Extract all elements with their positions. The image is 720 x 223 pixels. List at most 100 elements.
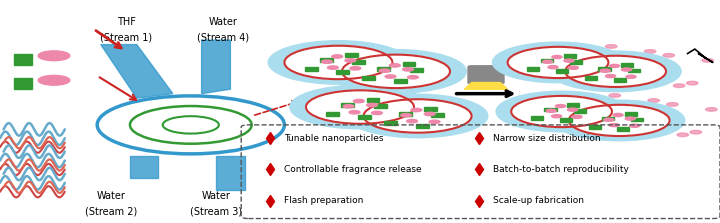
FancyBboxPatch shape bbox=[598, 68, 611, 71]
Circle shape bbox=[284, 46, 392, 79]
Polygon shape bbox=[202, 40, 230, 94]
FancyBboxPatch shape bbox=[402, 62, 415, 66]
FancyBboxPatch shape bbox=[345, 54, 358, 58]
Circle shape bbox=[332, 55, 343, 58]
Circle shape bbox=[565, 56, 666, 87]
Circle shape bbox=[38, 75, 70, 85]
Circle shape bbox=[609, 64, 619, 68]
Circle shape bbox=[616, 75, 627, 78]
Text: Water: Water bbox=[202, 191, 230, 201]
Circle shape bbox=[706, 108, 717, 111]
Circle shape bbox=[379, 69, 390, 72]
Circle shape bbox=[629, 124, 639, 127]
Text: (Stream 1): (Stream 1) bbox=[100, 33, 152, 43]
FancyBboxPatch shape bbox=[617, 127, 629, 131]
Circle shape bbox=[364, 99, 472, 133]
Circle shape bbox=[350, 67, 361, 70]
Circle shape bbox=[663, 54, 675, 57]
Circle shape bbox=[686, 81, 698, 85]
FancyBboxPatch shape bbox=[544, 108, 557, 111]
FancyBboxPatch shape bbox=[621, 63, 634, 67]
Text: THF: THF bbox=[117, 17, 135, 27]
FancyBboxPatch shape bbox=[567, 103, 580, 107]
Circle shape bbox=[408, 76, 418, 79]
FancyBboxPatch shape bbox=[358, 115, 371, 119]
FancyBboxPatch shape bbox=[588, 125, 600, 129]
Circle shape bbox=[600, 69, 611, 72]
Circle shape bbox=[606, 74, 616, 78]
Polygon shape bbox=[101, 45, 173, 98]
FancyBboxPatch shape bbox=[320, 58, 333, 62]
Circle shape bbox=[366, 103, 377, 107]
Circle shape bbox=[568, 66, 578, 69]
Circle shape bbox=[326, 50, 467, 93]
Text: Scale-up fabrication: Scale-up fabrication bbox=[493, 196, 584, 205]
FancyBboxPatch shape bbox=[424, 107, 437, 111]
Circle shape bbox=[621, 68, 631, 71]
FancyBboxPatch shape bbox=[326, 112, 339, 116]
Circle shape bbox=[390, 64, 400, 67]
Text: Narrow size distribution: Narrow size distribution bbox=[493, 134, 600, 143]
FancyBboxPatch shape bbox=[559, 118, 572, 122]
FancyBboxPatch shape bbox=[377, 67, 390, 71]
FancyBboxPatch shape bbox=[431, 113, 444, 117]
FancyBboxPatch shape bbox=[341, 103, 354, 107]
Circle shape bbox=[550, 51, 681, 92]
Circle shape bbox=[511, 96, 612, 127]
Circle shape bbox=[632, 122, 644, 125]
FancyBboxPatch shape bbox=[14, 54, 32, 65]
Circle shape bbox=[349, 111, 360, 114]
Text: (Stream 4): (Stream 4) bbox=[197, 33, 249, 43]
FancyBboxPatch shape bbox=[613, 78, 626, 82]
Circle shape bbox=[567, 108, 577, 111]
Circle shape bbox=[554, 100, 685, 141]
Circle shape bbox=[429, 120, 440, 124]
Circle shape bbox=[343, 105, 354, 108]
Circle shape bbox=[401, 114, 412, 117]
Circle shape bbox=[411, 108, 422, 112]
Polygon shape bbox=[216, 156, 245, 190]
Text: Tunable nanoparticles: Tunable nanoparticles bbox=[284, 134, 384, 143]
Circle shape bbox=[619, 124, 631, 128]
FancyBboxPatch shape bbox=[394, 79, 407, 83]
Circle shape bbox=[548, 66, 558, 69]
FancyBboxPatch shape bbox=[362, 76, 375, 80]
Circle shape bbox=[342, 55, 450, 88]
Text: Water: Water bbox=[97, 191, 126, 201]
Circle shape bbox=[546, 109, 557, 112]
Circle shape bbox=[289, 85, 431, 129]
FancyBboxPatch shape bbox=[570, 60, 582, 64]
Text: Controllable fragrance release: Controllable fragrance release bbox=[284, 165, 422, 174]
FancyBboxPatch shape bbox=[625, 112, 637, 116]
Circle shape bbox=[609, 124, 619, 127]
Circle shape bbox=[555, 105, 565, 108]
Circle shape bbox=[402, 68, 413, 71]
FancyBboxPatch shape bbox=[556, 69, 568, 73]
Circle shape bbox=[508, 47, 608, 78]
Circle shape bbox=[569, 105, 670, 136]
Circle shape bbox=[543, 60, 553, 63]
Circle shape bbox=[385, 75, 396, 78]
Circle shape bbox=[604, 118, 614, 121]
Circle shape bbox=[372, 111, 382, 115]
Circle shape bbox=[677, 133, 688, 136]
Text: Water: Water bbox=[209, 17, 238, 27]
Circle shape bbox=[424, 112, 435, 116]
FancyBboxPatch shape bbox=[384, 121, 397, 125]
FancyBboxPatch shape bbox=[602, 117, 614, 120]
Circle shape bbox=[354, 99, 364, 103]
FancyBboxPatch shape bbox=[415, 124, 428, 128]
FancyBboxPatch shape bbox=[541, 59, 553, 62]
Circle shape bbox=[606, 45, 617, 48]
Circle shape bbox=[673, 84, 685, 87]
Circle shape bbox=[345, 59, 356, 62]
Circle shape bbox=[648, 99, 660, 102]
Circle shape bbox=[306, 90, 414, 124]
FancyBboxPatch shape bbox=[410, 68, 423, 72]
Circle shape bbox=[667, 103, 678, 106]
FancyBboxPatch shape bbox=[631, 118, 644, 122]
Polygon shape bbox=[464, 83, 508, 89]
FancyBboxPatch shape bbox=[574, 109, 586, 113]
Circle shape bbox=[328, 66, 338, 69]
Text: (Stream 3): (Stream 3) bbox=[190, 207, 242, 217]
